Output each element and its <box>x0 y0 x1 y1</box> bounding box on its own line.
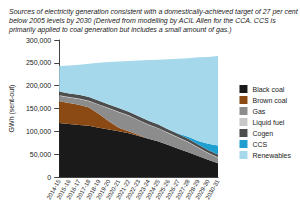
svg-text:2028-29: 2028-29 <box>184 178 201 201</box>
svg-text:2021-22: 2021-22 <box>115 178 132 201</box>
svg-text:2019-20: 2019-20 <box>95 178 112 201</box>
svg-text:GWh (sent-out): GWh (sent-out) <box>8 85 16 133</box>
svg-text:250,000: 250,000 <box>26 59 51 66</box>
svg-text:2027-28: 2027-28 <box>174 178 191 201</box>
svg-text:2029-30: 2029-30 <box>194 178 211 201</box>
svg-text:2017-18: 2017-18 <box>75 178 92 201</box>
svg-text:2024-25: 2024-25 <box>144 178 161 201</box>
svg-text:primarily applied to coal gene: primarily applied to coal generation but… <box>8 26 232 34</box>
svg-text:2016-17: 2016-17 <box>65 178 82 201</box>
svg-text:300,000: 300,000 <box>26 37 51 44</box>
svg-text:2025-26: 2025-26 <box>154 178 171 201</box>
svg-text:Sources of electricity generat: Sources of electricity generation consis… <box>9 8 300 16</box>
svg-text:100,000: 100,000 <box>26 128 51 135</box>
svg-text:Black coal: Black coal <box>252 86 284 93</box>
svg-text:CCS: CCS <box>252 141 267 148</box>
svg-text:0: 0 <box>47 174 51 181</box>
svg-text:2015-16: 2015-16 <box>55 178 72 201</box>
svg-text:150,000: 150,000 <box>26 105 51 112</box>
svg-text:2014-15: 2014-15 <box>45 178 62 201</box>
svg-text:2018-19: 2018-19 <box>85 178 102 201</box>
svg-text:2026-27: 2026-27 <box>164 178 181 201</box>
svg-text:Liquid fuel: Liquid fuel <box>252 119 284 127</box>
svg-text:Brown coal: Brown coal <box>252 97 287 104</box>
svg-text:50,000: 50,000 <box>30 151 52 158</box>
svg-text:Renewables: Renewables <box>252 152 291 159</box>
svg-text:below 2005 levels by 2030 (Der: below 2005 levels by 2030 (Derived from … <box>9 17 278 25</box>
svg-text:2030-31: 2030-31 <box>204 178 221 201</box>
svg-text:200,000: 200,000 <box>26 82 51 89</box>
svg-text:2020-21: 2020-21 <box>105 178 122 201</box>
svg-text:2023-24: 2023-24 <box>134 178 152 201</box>
svg-text:Gas: Gas <box>252 108 265 115</box>
svg-text:Cogen: Cogen <box>252 130 273 138</box>
svg-text:2022-23: 2022-23 <box>125 178 142 201</box>
